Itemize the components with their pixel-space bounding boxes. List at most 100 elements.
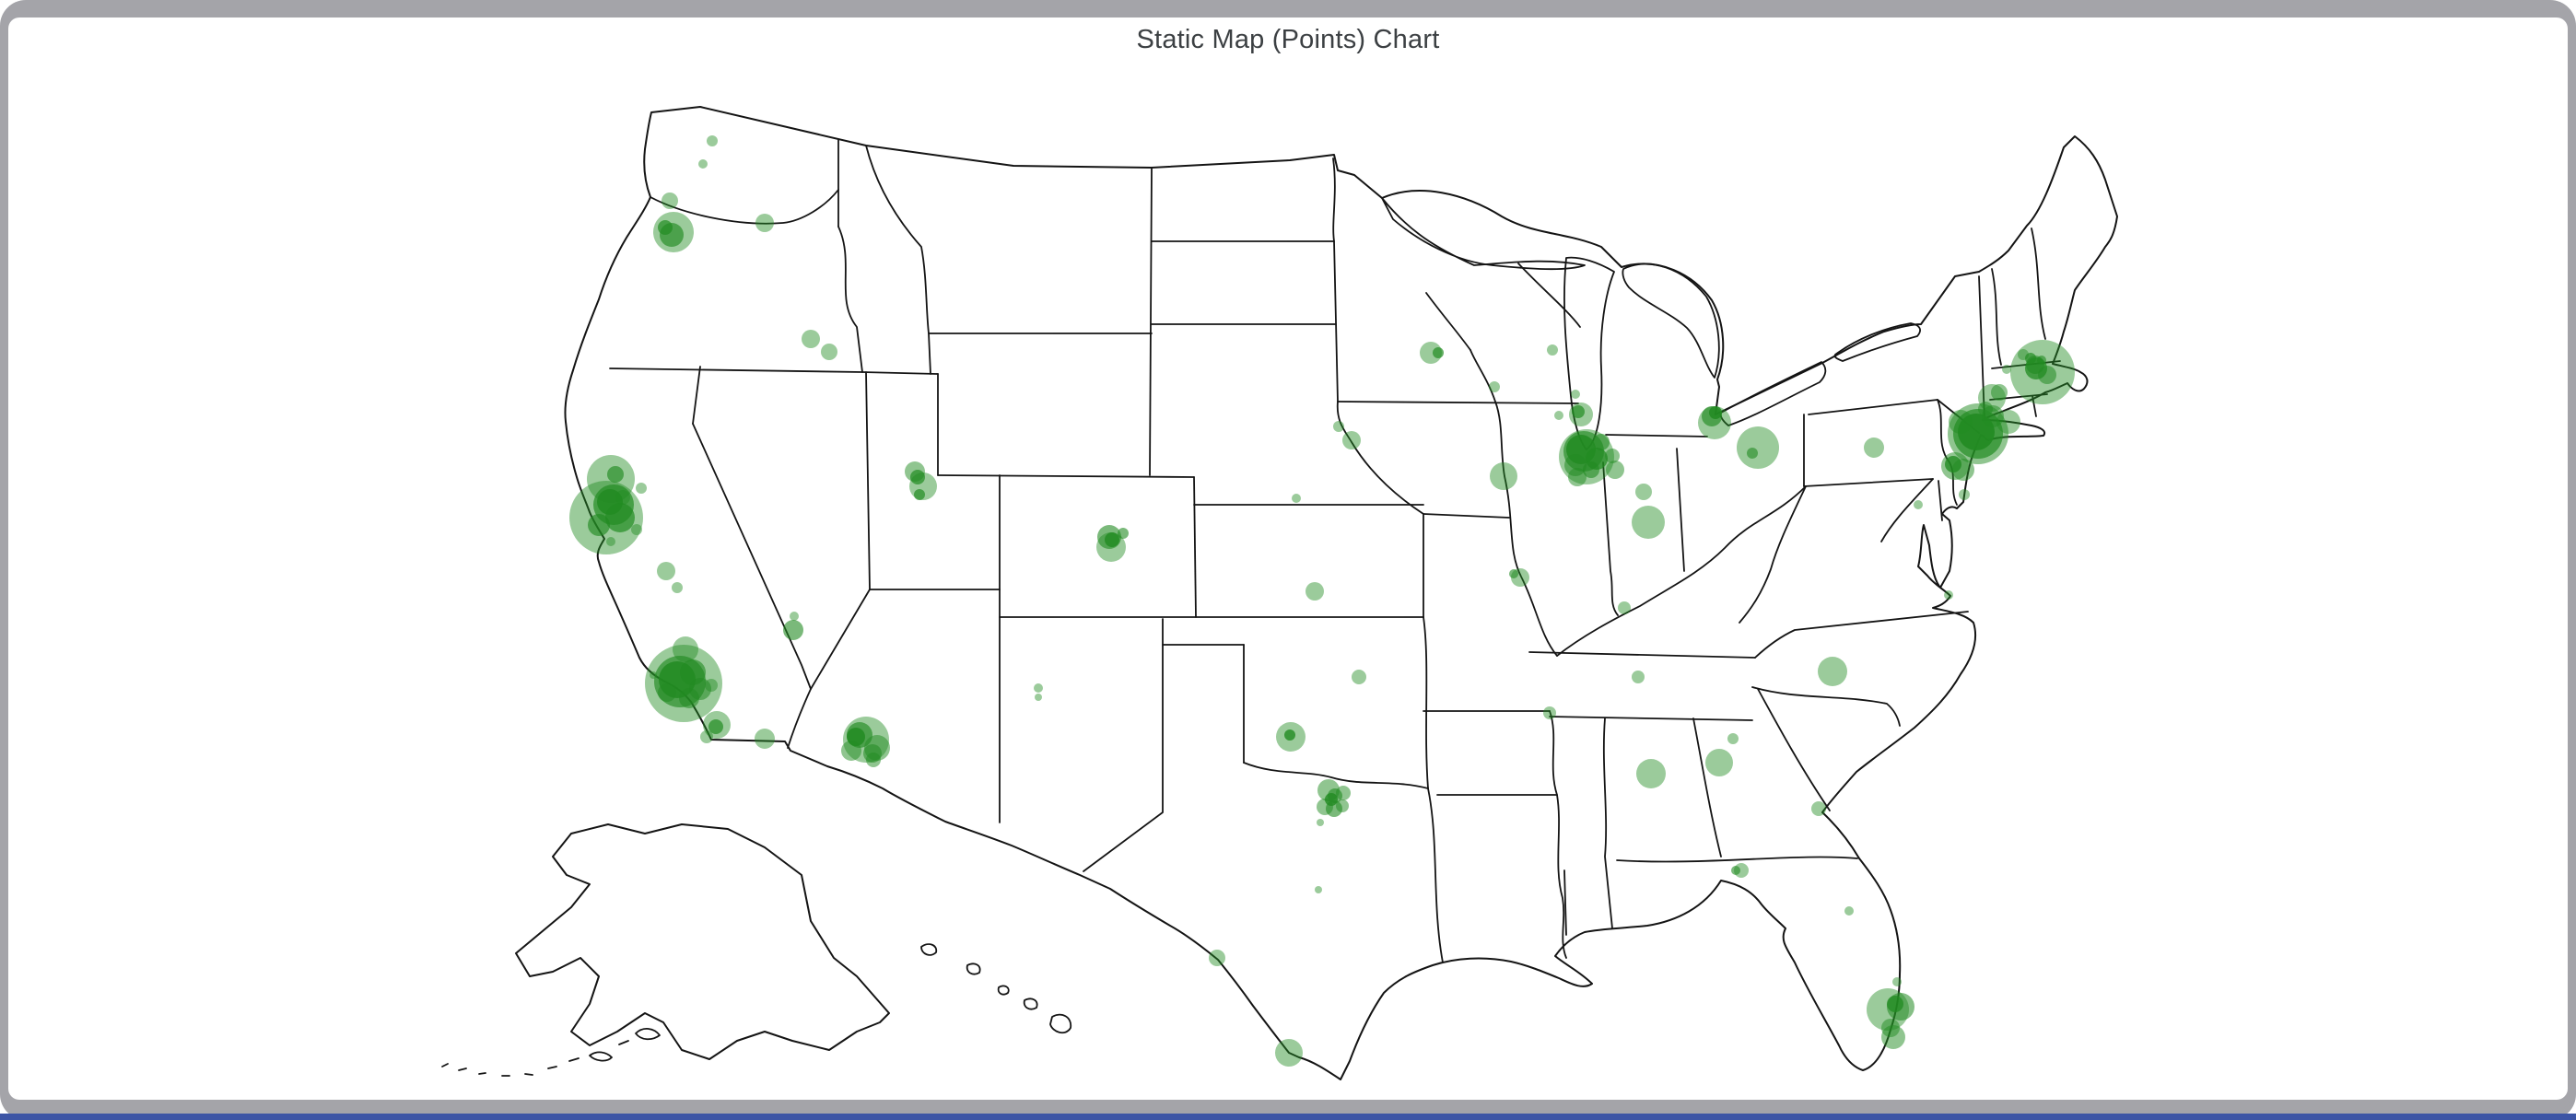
map-point-sacramento	[607, 466, 624, 483]
map-point-charlotte	[1818, 657, 1847, 686]
map-point-del-rio	[1209, 950, 1225, 966]
map-point-glendale-az	[841, 741, 861, 761]
map-point-las-vegas	[783, 620, 803, 640]
map-point-kennewick	[755, 214, 774, 232]
map-point-savannah	[1811, 801, 1826, 816]
map-point-atlanta	[1705, 749, 1733, 776]
map-point-oakland	[588, 514, 610, 536]
map-point-long-beach	[658, 683, 676, 702]
map-point-nashville	[1632, 671, 1645, 683]
map-point-sioux-city	[1333, 421, 1344, 432]
state-borders-layer	[441, 106, 2118, 1080]
map-point-gary	[1605, 449, 1620, 463]
map-point-san-jose	[605, 503, 635, 532]
map-point-stockton	[636, 483, 647, 494]
alaska-outline	[515, 823, 890, 1060]
map-point-birmingham	[1636, 759, 1666, 788]
map-point-waco	[1315, 886, 1322, 893]
map-point-salt-lake-city	[910, 470, 925, 484]
map-point-albuquerque	[1034, 683, 1043, 693]
map-point-anaheim	[679, 688, 699, 708]
aleutian-islands	[441, 1028, 661, 1077]
map-point-aurora-il	[1568, 468, 1587, 486]
map-point-tallahassee	[1731, 866, 1740, 875]
map-point-tucson	[866, 752, 881, 767]
map-point-west-palm-beach	[1892, 977, 1902, 986]
chart-canvas	[8, 18, 2568, 1100]
map-point-quad-cities	[1490, 462, 1517, 490]
map-point-hammond	[1583, 461, 1599, 478]
lake-ontario	[1833, 322, 1921, 362]
map-point-st-charles	[1509, 569, 1518, 578]
map-point-plano	[1336, 799, 1349, 812]
map-point-cleburne	[1317, 819, 1324, 826]
map-point-bakersfield	[673, 636, 698, 662]
map-point-baltimore	[1914, 500, 1923, 509]
map-point-omaha	[1342, 431, 1361, 449]
map-point-orlando	[1844, 906, 1854, 916]
map-point-sheboygan	[1571, 390, 1580, 399]
map-point-tacoma	[698, 159, 708, 169]
map-point-miami	[1887, 996, 1903, 1012]
map-point-detroit	[1709, 406, 1722, 419]
map-point-athens-ga	[1727, 733, 1739, 744]
map-point-long-island	[1996, 410, 2020, 434]
map-point-new-haven	[1978, 402, 1993, 416]
map-point-homestead	[1881, 1025, 1905, 1049]
map-point-laredo	[1275, 1039, 1303, 1067]
map-point-modesto	[631, 524, 642, 535]
map-point-south-bend	[1606, 461, 1624, 479]
map-point-aurora	[1118, 528, 1129, 539]
map-point-st-paul	[1433, 347, 1444, 358]
map-point-denver	[1105, 532, 1119, 547]
map-point-grand-island	[1292, 494, 1301, 503]
map-point-cleveland	[1737, 426, 1779, 469]
map-point-indianapolis	[1632, 506, 1665, 539]
map-point-worcester	[2002, 365, 2011, 374]
lake-erie	[1719, 361, 1827, 426]
map-point-tulsa	[1352, 670, 1366, 684]
map-point-seattle	[707, 135, 718, 146]
hawaii-islands	[920, 943, 1072, 1034]
map-point-west-valley	[914, 489, 925, 500]
conus-outline	[564, 106, 2118, 1080]
map-point-lafayette	[1635, 484, 1652, 500]
lake-huron	[1622, 262, 1720, 379]
map-point-visalia	[672, 582, 683, 593]
map-point-dallas	[1325, 793, 1338, 806]
chart-title: Static Map (Points) Chart	[1136, 25, 1440, 54]
map-point-atlantic-city	[1959, 489, 1970, 500]
map-point-rockford	[1554, 411, 1563, 420]
map-point-las-vegas	[790, 612, 799, 621]
map-point-newark	[1949, 410, 1973, 434]
map-point-dallas	[1336, 786, 1351, 800]
map-point-evanston	[1593, 434, 1610, 450]
window-bottom-accent-bar	[0, 1114, 2576, 1120]
map-point-camden	[1952, 459, 1974, 481]
map-point-louisville	[1618, 601, 1631, 614]
map-point-virginia-beach	[1944, 590, 1953, 600]
map-point-concord	[615, 490, 630, 505]
map-point-portland	[658, 220, 673, 235]
map-point-palm-springs	[705, 679, 718, 692]
map-point-boston	[2025, 357, 2047, 379]
map-point-green-bay	[1547, 344, 1558, 356]
map-point-boise	[802, 330, 820, 348]
map-point-oklahoma-city	[1284, 729, 1295, 741]
lake-michigan	[1563, 256, 1615, 450]
map-point-vancouver-wa	[662, 192, 678, 209]
map-point-akron	[1747, 448, 1758, 459]
map-point-fresno	[657, 562, 675, 580]
map-point-albuquerque	[1035, 694, 1042, 701]
map-point-springfield-ma	[1991, 384, 2008, 401]
map-point-oxnard	[650, 671, 657, 679]
map-point-dubuque	[1489, 381, 1500, 392]
map-point-wichita	[1306, 582, 1324, 601]
map-point-chula-vista	[700, 730, 713, 743]
map-point-san-diego	[708, 719, 723, 734]
map-point-nashua	[2018, 349, 2029, 360]
map-point-santa-cruz	[606, 537, 615, 546]
points-layer	[569, 135, 2075, 1067]
map-point-harrisburg	[1864, 438, 1884, 458]
